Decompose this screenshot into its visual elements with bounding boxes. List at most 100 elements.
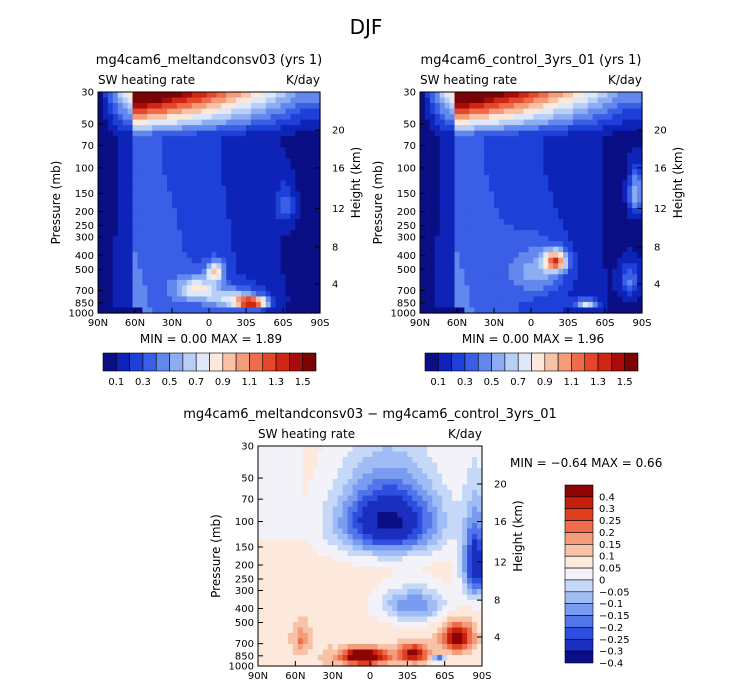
heatmap-cell <box>587 169 594 176</box>
heatmap-cell <box>420 147 426 154</box>
heatmap-cell <box>216 285 222 292</box>
heatmap-cell <box>172 147 178 154</box>
heatmap-cell <box>442 545 448 552</box>
heatmap-cell <box>236 196 242 204</box>
heatmap-cell <box>617 158 623 165</box>
heatmap-cell <box>292 490 299 497</box>
heatmap-cell <box>444 147 451 154</box>
heatmap-cell <box>315 191 321 198</box>
heatmap-cell <box>357 572 364 579</box>
heatmap-cell <box>382 462 389 469</box>
heatmap-cell <box>137 279 143 286</box>
heatmap-cell <box>167 141 173 148</box>
heatmap-cell <box>280 185 287 193</box>
heatmap-cell <box>347 539 354 546</box>
heatmap-cell <box>577 224 584 231</box>
heatmap-cell <box>310 296 316 303</box>
colorbar-box <box>209 352 224 372</box>
heatmap-cell <box>275 185 282 193</box>
heatmap-cell <box>275 147 282 154</box>
heatmap-cell <box>617 307 623 314</box>
heatmap-cell <box>241 202 247 209</box>
heatmap-cell <box>287 484 294 491</box>
heatmap-cell <box>612 119 618 126</box>
heatmap-cell <box>201 285 208 292</box>
heatmap-cell <box>270 136 277 143</box>
heatmap-cell <box>367 457 374 464</box>
heatmap-cell <box>424 114 431 121</box>
heatmap-cell <box>454 257 461 264</box>
heatmap-cell <box>267 550 274 557</box>
heatmap-cell <box>503 235 510 242</box>
heatmap-cell <box>474 219 480 226</box>
heatmap-cell <box>627 208 633 215</box>
heatmap-cell <box>236 92 242 99</box>
heatmap-cell <box>211 230 217 237</box>
heatmap-cell <box>102 202 109 209</box>
heatmap-cell <box>442 457 448 464</box>
heatmap-cell <box>216 114 222 121</box>
heatmap-cell <box>246 263 252 270</box>
heatmap-cell <box>472 490 478 497</box>
heatmap-cell <box>503 185 510 193</box>
heatmap-cell <box>518 274 525 281</box>
heatmap-cell <box>260 241 267 248</box>
heatmap-cell <box>186 108 193 115</box>
heatmap-cell <box>267 567 274 574</box>
heatmap-cell <box>553 285 559 292</box>
heatmap-cell <box>290 246 296 253</box>
heatmap-cell <box>543 263 549 270</box>
heatmap-cell <box>246 213 252 220</box>
heatmap-cell <box>548 119 554 126</box>
heatmap-cell <box>449 152 456 159</box>
heatmap-cell <box>127 257 134 264</box>
heatmap-cell <box>305 296 311 303</box>
heatmap-cell <box>538 257 544 264</box>
heatmap-cell <box>117 180 124 187</box>
colorbar-box <box>624 352 639 372</box>
heatmap-cell <box>577 163 584 170</box>
heatmap-cell <box>622 279 628 286</box>
heatmap-cell <box>632 147 638 154</box>
heatmap-cell <box>582 191 589 198</box>
heatmap-cell <box>310 213 316 220</box>
heatmap-cell <box>282 567 289 574</box>
heatmap-cell <box>472 545 478 552</box>
heatmap-cell <box>637 130 643 137</box>
heatmap-cell <box>533 180 539 187</box>
heatmap-cell <box>196 119 203 126</box>
heatmap-cell <box>367 512 374 519</box>
heatmap-cell <box>315 185 321 193</box>
heatmap-cell <box>206 130 213 137</box>
heatmap-cell <box>152 307 158 314</box>
heatmap-cell <box>277 578 284 585</box>
heatmap-cell <box>513 119 520 126</box>
heatmap-cell <box>107 169 114 176</box>
heatmap-cell <box>302 550 309 557</box>
heatmap-cell <box>186 169 193 176</box>
heatmap-cell <box>305 268 311 275</box>
heatmap-cell <box>572 224 579 231</box>
heatmap-cell <box>513 285 520 292</box>
heatmap-cell <box>246 103 252 110</box>
heatmap-cell <box>462 512 468 519</box>
heatmap-cell <box>332 484 339 491</box>
heatmap-cell <box>427 578 433 585</box>
heatmap-cell <box>122 224 129 231</box>
heatmap-cell <box>528 114 535 121</box>
heatmap-cell <box>568 185 574 193</box>
heatmap-cell <box>362 539 369 546</box>
heatmap-cell <box>102 152 109 159</box>
heatmap-cell <box>508 152 515 159</box>
heatmap-cell <box>523 208 530 215</box>
heatmap-cell <box>152 235 158 242</box>
heatmap-cell <box>444 224 451 231</box>
heatmap-cell <box>260 246 267 253</box>
heatmap-cell <box>533 130 539 137</box>
heatmap-cell <box>452 501 458 508</box>
heatmap-cell <box>357 550 364 557</box>
heatmap-cell <box>429 224 436 231</box>
heatmap-cell <box>572 174 579 182</box>
heatmap-cell <box>357 534 364 541</box>
heatmap-cell <box>447 517 453 524</box>
